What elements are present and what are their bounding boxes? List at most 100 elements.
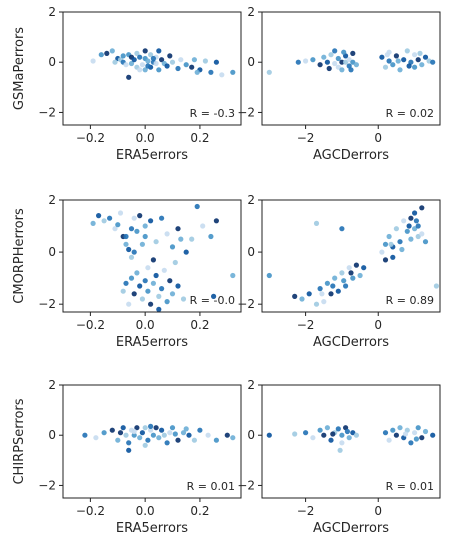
scatter-point bbox=[120, 288, 126, 294]
x-tick-label: 0.0 bbox=[136, 131, 155, 145]
scatter-point bbox=[120, 425, 126, 431]
scatter-point bbox=[382, 64, 389, 70]
scatter-point bbox=[346, 265, 352, 271]
panel-5: −0.2 0.0 0.2 −2 0 2 ERA5errors CHIRPSerrors R = … bbox=[12, 378, 242, 536]
scatter-point bbox=[384, 52, 390, 58]
y-axis-label: GSMaPerrors bbox=[12, 27, 27, 110]
scatter-point bbox=[145, 63, 151, 69]
scatter-point bbox=[134, 425, 140, 431]
y-axis-label: CHIRPSerrors bbox=[12, 398, 27, 484]
scatter-point bbox=[299, 296, 305, 302]
scatter-point bbox=[156, 306, 162, 312]
scatter-point bbox=[353, 262, 359, 268]
scatter-point bbox=[164, 231, 170, 237]
panel-2: −2 0 −2 0 2 AGCDerrors R = 0.02 bbox=[237, 5, 441, 163]
scatter-point bbox=[109, 48, 115, 54]
scatter-point bbox=[98, 52, 104, 58]
scatter-point bbox=[137, 213, 143, 219]
x-axis-label: AGCDerrors bbox=[313, 148, 389, 163]
panel-3: −0.2 0.0 0.2 −2 0 2 ERA5errors CMORPHerrors R = … bbox=[12, 193, 242, 350]
scatter-point bbox=[335, 426, 341, 432]
scatter-point bbox=[159, 427, 165, 433]
x-tick-label: 0.0 bbox=[136, 504, 155, 518]
correlation-label: R = 0.01 bbox=[187, 480, 235, 493]
scatter-point bbox=[167, 430, 173, 436]
scatter-point bbox=[339, 270, 345, 276]
panel-6: −2 0 −2 0 2 AGCDerrors R = 0.01 bbox=[237, 378, 441, 536]
scatter-point bbox=[335, 288, 341, 294]
scatter-point bbox=[361, 265, 367, 271]
scatter-point bbox=[137, 283, 143, 289]
scatter-point bbox=[419, 435, 425, 441]
scatter-point bbox=[324, 425, 330, 431]
scatter-point bbox=[339, 226, 345, 232]
scatter-point bbox=[266, 272, 272, 279]
scatter-point bbox=[408, 236, 414, 242]
scatter-point bbox=[230, 435, 236, 441]
scatter-point bbox=[142, 67, 148, 73]
scatter-point bbox=[139, 430, 145, 436]
scatter-point bbox=[142, 48, 148, 54]
scatter-point bbox=[292, 293, 298, 299]
scatter-point bbox=[292, 431, 298, 437]
scatter-point bbox=[328, 52, 334, 58]
scatter-point bbox=[419, 62, 425, 68]
y-axis-label: CMORPHerrors bbox=[12, 208, 27, 304]
scatter-point bbox=[430, 432, 436, 438]
scatter-point bbox=[148, 52, 154, 58]
scatter-point bbox=[412, 226, 418, 232]
scatter-point bbox=[412, 52, 418, 58]
scatter-point bbox=[313, 220, 320, 226]
scatter-point bbox=[350, 275, 356, 281]
y-tick-label: 0 bbox=[48, 55, 56, 69]
y-tick-label: 0 bbox=[48, 428, 56, 442]
scatter-point bbox=[379, 54, 385, 60]
scatter-point bbox=[142, 223, 148, 229]
panel-4: −2 0 −2 0 2 AGCDerrors R = 0.89 bbox=[237, 193, 441, 350]
scatter-point bbox=[422, 428, 429, 435]
scatter-point bbox=[317, 427, 323, 433]
scatter-point bbox=[117, 430, 124, 436]
scatter-point bbox=[175, 283, 181, 289]
scatter-point bbox=[126, 440, 132, 446]
scatter-point bbox=[142, 442, 148, 448]
axes-frame bbox=[261, 199, 441, 313]
scatter-point bbox=[134, 50, 140, 57]
scatter-point bbox=[303, 58, 309, 64]
scatter-point bbox=[353, 432, 359, 438]
scatter-points bbox=[266, 425, 436, 453]
scatter-point bbox=[120, 53, 126, 59]
scatter-point bbox=[145, 437, 151, 443]
scatter-point bbox=[402, 431, 409, 437]
scatter-point bbox=[104, 50, 110, 57]
scatter-point bbox=[412, 210, 418, 216]
x-tick-label: −0.2 bbox=[76, 131, 105, 145]
scatter-point bbox=[169, 425, 176, 431]
scatter-point bbox=[406, 63, 412, 69]
x-tick-label: 0 bbox=[374, 131, 382, 145]
x-axis-label: ERA5errors bbox=[116, 521, 188, 536]
scatter-point bbox=[321, 54, 327, 60]
scatter-point bbox=[317, 286, 323, 292]
scatter-point bbox=[339, 432, 345, 438]
scatter-point bbox=[191, 437, 197, 443]
scatter-point bbox=[101, 430, 107, 436]
scatter-point bbox=[390, 62, 396, 68]
scatter-point bbox=[139, 296, 145, 302]
scatter-point bbox=[126, 246, 132, 253]
scatter-point bbox=[156, 435, 162, 441]
scatter-point bbox=[148, 423, 154, 429]
scatter-point bbox=[82, 432, 88, 438]
y-tick-label: 2 bbox=[48, 5, 56, 19]
scatter-point bbox=[321, 299, 327, 305]
scatter-point bbox=[415, 425, 421, 431]
scatter-point bbox=[156, 293, 162, 299]
scatter-points bbox=[90, 203, 236, 312]
scatter-point bbox=[180, 430, 187, 436]
x-tick-label: −2 bbox=[297, 504, 315, 518]
scatter-point bbox=[413, 218, 419, 224]
axes-frame bbox=[62, 11, 242, 126]
scatter-point bbox=[161, 267, 167, 273]
scatter-point bbox=[178, 57, 184, 63]
scatter-point bbox=[324, 59, 330, 65]
